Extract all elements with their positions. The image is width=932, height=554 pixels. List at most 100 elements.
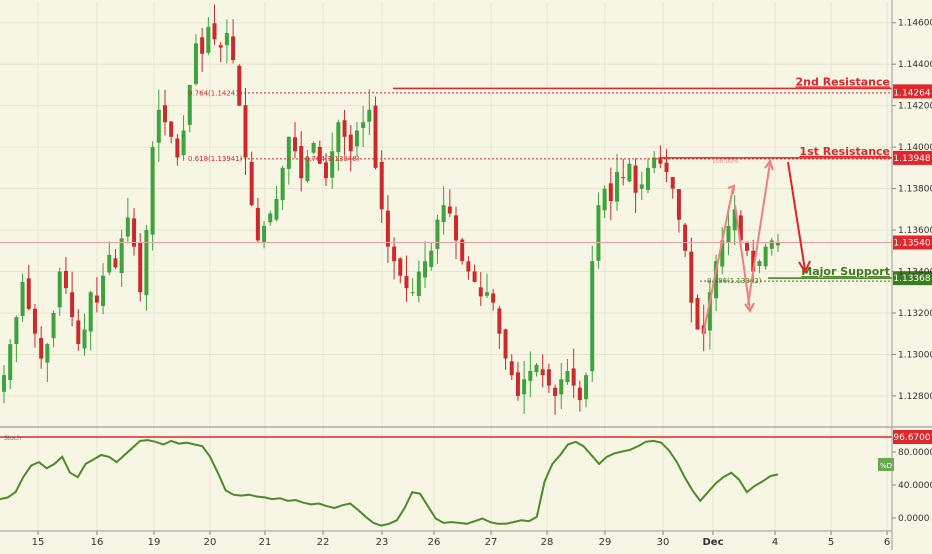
candle-body	[608, 183, 613, 202]
major-support-price: 1.13368	[893, 274, 930, 284]
candle-body	[627, 163, 632, 182]
candle-body	[404, 276, 409, 289]
candle-body	[435, 219, 440, 249]
candle-body	[20, 281, 25, 317]
price-y-tick-label: 1.14200	[898, 102, 932, 112]
candle-body	[497, 308, 502, 334]
candle-body	[503, 329, 508, 359]
price-y-tick-label: 1.14000	[898, 143, 932, 153]
stoch-upper-level-badge	[893, 430, 932, 444]
candle-body	[571, 368, 576, 386]
candle-body	[26, 278, 31, 309]
candle-body	[181, 130, 186, 156]
candle-body	[466, 261, 471, 272]
candle-body	[454, 215, 459, 241]
candle-body	[670, 177, 675, 189]
projection-arrow	[747, 162, 771, 306]
candle-body	[491, 293, 496, 303]
price-y-tick-label: 1.13400	[898, 268, 932, 278]
candle-body	[101, 275, 106, 306]
price-y-tick-label: 1.13200	[898, 309, 932, 319]
x-tick-label: 20	[204, 537, 217, 548]
second-resistance-price: 1.14264	[893, 88, 930, 98]
candle-body	[367, 109, 372, 122]
x-tick-label: 15	[32, 537, 45, 548]
candle-body	[200, 37, 205, 54]
candle-body	[559, 379, 564, 395]
candle-body	[132, 218, 137, 247]
x-tick-label: 16	[91, 537, 104, 548]
stoch-y-tick-label: 0.0000	[898, 514, 930, 524]
candle-body	[584, 375, 589, 400]
candle-body	[522, 379, 527, 395]
candle-body	[509, 361, 514, 376]
candle-body	[416, 271, 421, 296]
x-tick-label: 4	[772, 537, 778, 548]
candle-body	[460, 239, 465, 262]
candle-body	[330, 151, 335, 178]
candle-body	[224, 33, 229, 46]
candle-body	[57, 271, 62, 308]
candle-body	[144, 230, 149, 296]
candle-body	[385, 210, 390, 247]
candle-body	[392, 246, 397, 262]
candle-body	[156, 109, 161, 143]
candle-body	[776, 242, 780, 246]
candle-body	[262, 225, 267, 243]
candle-body	[88, 292, 93, 332]
candle-body	[689, 251, 694, 303]
projection-arrow	[734, 204, 751, 311]
current-price: 1.13540	[893, 238, 930, 248]
candle-body	[299, 145, 304, 179]
candle-body	[596, 205, 601, 261]
candle-body	[602, 188, 607, 211]
candle-body	[361, 122, 366, 129]
candle-body	[379, 161, 384, 210]
candle-body	[769, 240, 774, 249]
candle-body	[429, 250, 434, 267]
candle-body	[410, 292, 415, 294]
x-tick-label: 29	[599, 537, 612, 548]
current-price-badge	[893, 235, 932, 250]
candle-body	[206, 26, 211, 53]
candle-body	[745, 242, 750, 251]
candle-body	[484, 292, 489, 296]
first-resistance-price: 1.13948	[893, 154, 930, 164]
stoch-y-tick-label: 80.0000	[898, 448, 932, 458]
candle-body	[76, 320, 81, 345]
candle-body	[243, 105, 248, 158]
projection-arrow-head	[764, 158, 774, 171]
price-y-tick-label: 1.13000	[898, 350, 932, 360]
fib-label: 0.618(1.13941)	[188, 155, 243, 163]
candle-body	[676, 189, 681, 220]
candle-body	[615, 172, 620, 202]
x-tick-label: 22	[317, 537, 330, 548]
price-y-tick-label: 1.14600	[898, 19, 932, 29]
price-y-tick-label: 1.14400	[898, 60, 932, 70]
first-resistance-label: 1st Resistance	[799, 145, 890, 158]
fib-label: 0.764(1.13948)	[305, 155, 360, 163]
candle-body	[193, 43, 198, 84]
candle-body	[187, 84, 192, 125]
candle-body	[280, 167, 285, 201]
candle-body	[268, 213, 273, 223]
candle-body	[237, 65, 242, 106]
candle-body	[336, 122, 341, 153]
candle-body	[323, 162, 328, 179]
candle-body	[2, 375, 6, 392]
stoch-d-label: %D	[880, 462, 892, 470]
x-tick-label: 6	[884, 537, 890, 548]
candle-body	[528, 371, 533, 381]
x-tick-label: 5	[828, 537, 834, 548]
candle-body	[478, 287, 483, 297]
fib-label: 0.886(1.13362)	[707, 277, 762, 285]
candle-body	[590, 261, 595, 372]
projection-arrow	[702, 187, 734, 336]
candle-body	[150, 147, 155, 235]
candle-body	[169, 121, 174, 137]
price-y-tick-label: 1.12800	[898, 392, 932, 402]
candle-body	[441, 205, 446, 223]
